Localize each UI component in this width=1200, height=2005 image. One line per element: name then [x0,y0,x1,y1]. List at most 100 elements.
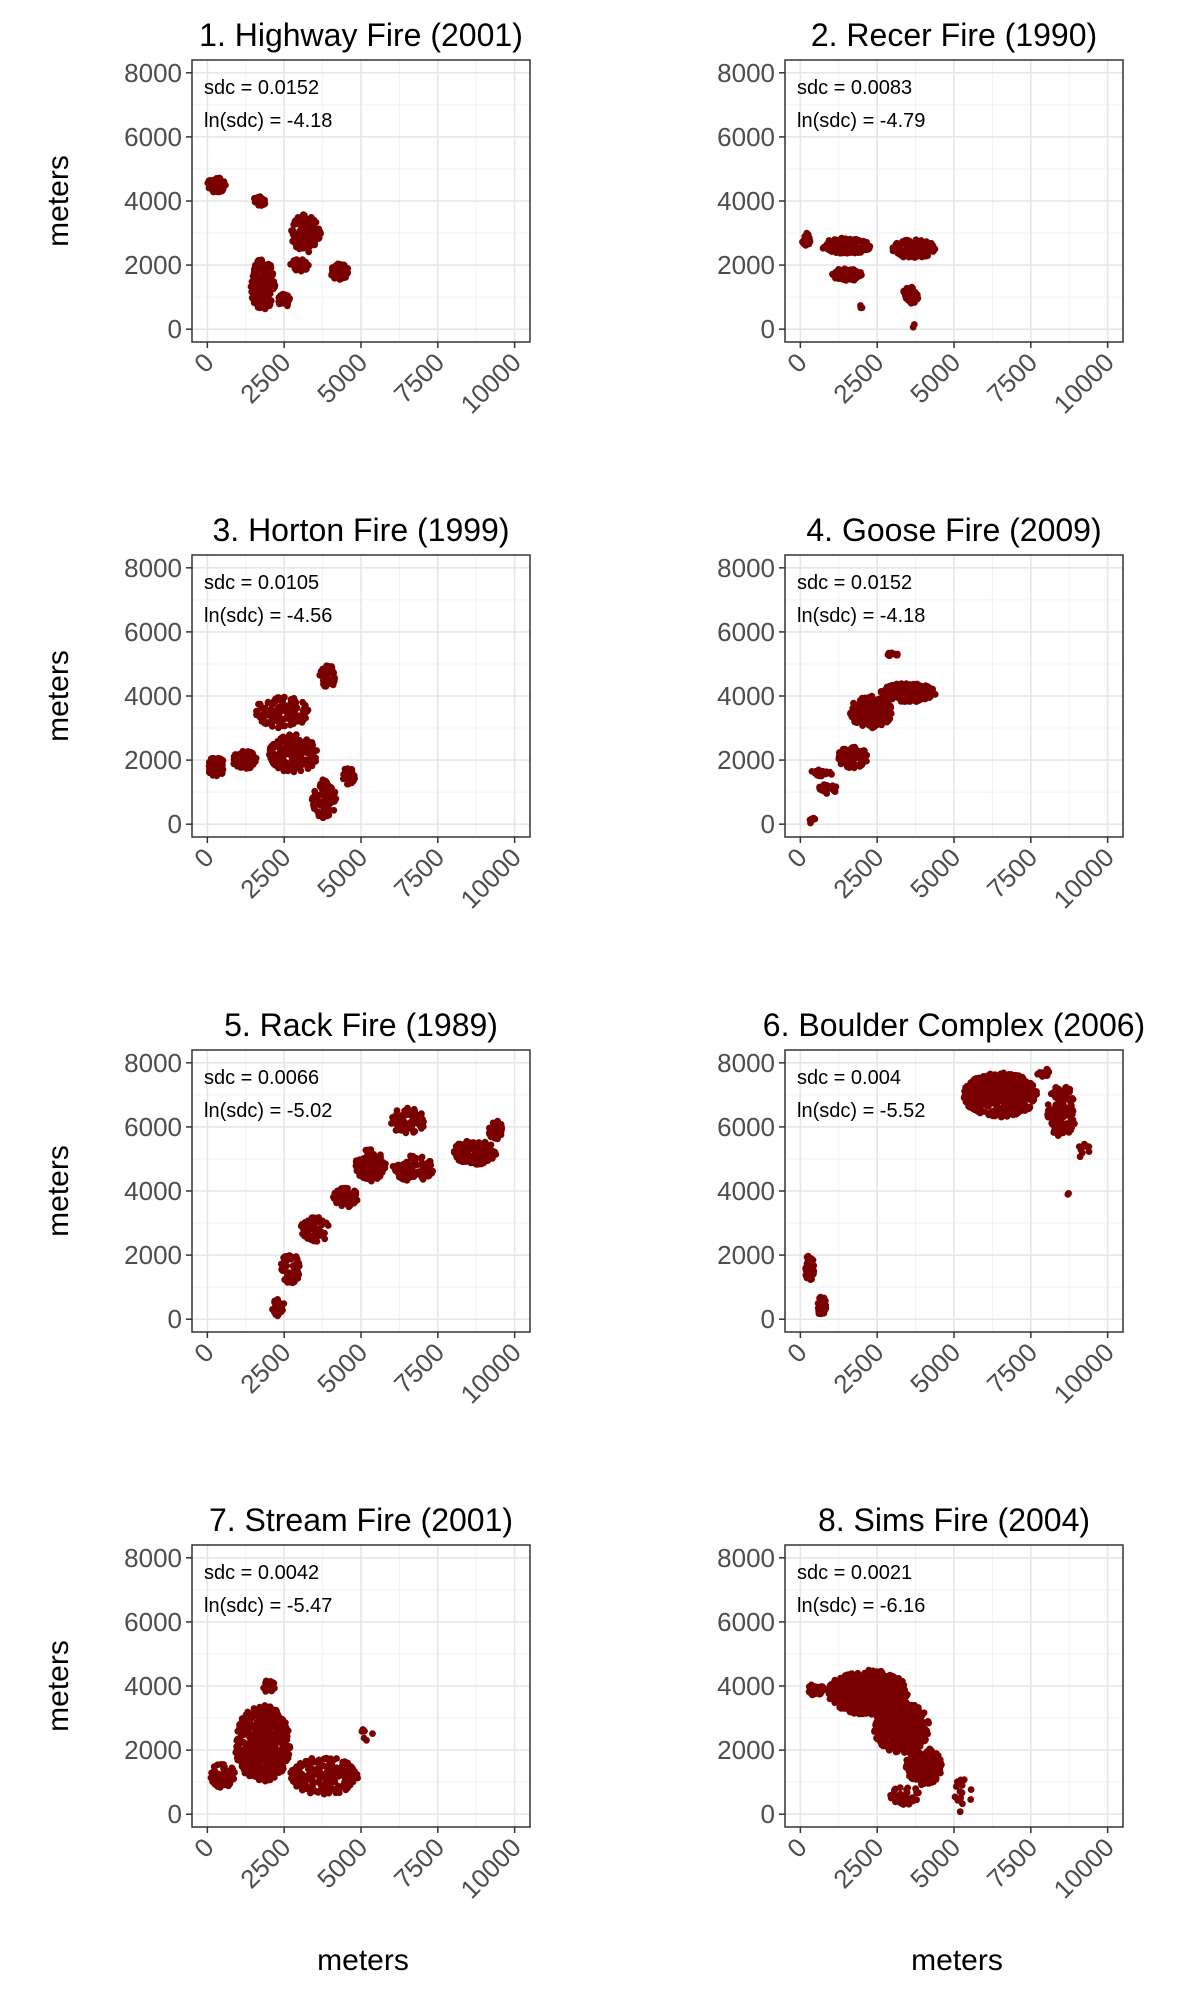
fire-point [852,746,859,753]
fire-point [928,240,935,247]
fire-point [251,299,258,306]
fire-point [868,1679,875,1686]
fire-point [349,1192,356,1199]
x-tick-label: 5000 [311,347,373,409]
y-tick-label: 4000 [717,681,775,711]
fire-point [865,1706,872,1713]
fire-point [207,759,214,766]
fire-point [809,768,816,775]
fire-point [872,697,879,704]
fire-point [268,1769,275,1776]
fire-point [846,1707,853,1714]
fire-point [410,1129,417,1136]
x-tick-label: 7500 [981,1337,1043,1399]
fire-point [321,1791,328,1798]
fire-point [283,714,290,721]
fire-point [963,1098,970,1105]
fire-point [830,786,837,793]
fire-point [393,1121,400,1128]
sdc-annotation: sdc = 0.004 [797,1067,901,1089]
fire-point [267,1776,274,1783]
fire-point [833,1684,840,1691]
fire-point [1053,1122,1060,1129]
fire-point [279,737,286,744]
fire-point [857,704,864,711]
fire-point [219,182,226,189]
fire-point [858,758,865,765]
fire-point [287,1254,294,1261]
fire-point [927,690,934,697]
y-tick-label: 4000 [124,681,182,711]
sdc-annotation: sdc = 0.0152 [204,77,319,99]
x-tick-label: 10000 [1048,347,1120,419]
fire-point [240,761,247,768]
fire-point [843,1690,850,1697]
fire-point [1068,1105,1075,1112]
fire-point [999,1090,1006,1097]
fire-point [327,667,334,674]
fire-point [371,1174,378,1181]
fire-point [1047,1107,1054,1114]
fire-point [343,768,350,775]
fire-point [859,1696,866,1703]
fire-point [282,1276,289,1283]
fire-point [349,771,356,778]
fire-point [1012,1106,1019,1113]
fire-point [381,1163,388,1170]
y-tick-label: 0 [168,809,182,839]
fire-point [298,1777,305,1784]
fire-point [809,1266,816,1273]
fire-point [892,1677,899,1684]
fire-point [1018,1100,1025,1107]
fire-point [918,237,925,244]
fire-point [473,1160,480,1167]
fire-point [394,1107,401,1114]
y-tick-label: 2000 [124,1240,182,1270]
y-tick-label: 2000 [717,745,775,775]
fire-point [838,760,845,767]
fire-point [404,1161,411,1168]
fire-point [299,719,306,726]
fire-point [317,783,324,790]
fire-point [904,693,911,700]
fire-point [319,1231,326,1238]
fire-point [243,1731,250,1738]
fire-point [328,799,335,806]
fire-point [411,1162,418,1169]
fire-point [479,1158,486,1165]
fire-point [213,180,220,187]
y-tick-label: 2000 [124,250,182,280]
ln-sdc-annotation: ln(sdc) = -4.18 [204,110,332,132]
panel-title: 3. Horton Fire (1999) [212,512,509,548]
fire-point [870,724,877,731]
fire-point [847,1677,854,1684]
fire-point [1029,1098,1036,1105]
fire-point [494,1118,501,1125]
fire-point [304,749,311,756]
fire-point [284,300,291,307]
y-tick-label: 6000 [717,122,775,152]
fire-point [1062,1085,1069,1092]
fire-point [272,282,279,289]
fire-point [238,751,245,758]
fire-point [290,720,297,727]
x-tick-label: 0 [188,842,219,873]
y-tick-label: 8000 [124,58,182,88]
fire-point [207,180,214,187]
fire-point [820,783,827,790]
fire-point [206,769,213,776]
fire-point [325,1775,332,1782]
fire-point [1078,1147,1085,1154]
fire-point [849,1695,856,1702]
fire-point [1040,1069,1047,1076]
y-tick-label: 8000 [717,553,775,583]
fire-point [986,1110,993,1117]
fire-point [218,188,225,195]
y-tick-label: 0 [168,1304,182,1334]
x-tick-label: 2500 [234,347,296,409]
x-tick-label: 7500 [388,1832,450,1894]
fire-point [911,688,918,695]
panel-4: 4. Goose Fire (2009)sdc = 0.0152ln(sdc) … [717,512,1123,914]
fire-point [268,706,275,713]
